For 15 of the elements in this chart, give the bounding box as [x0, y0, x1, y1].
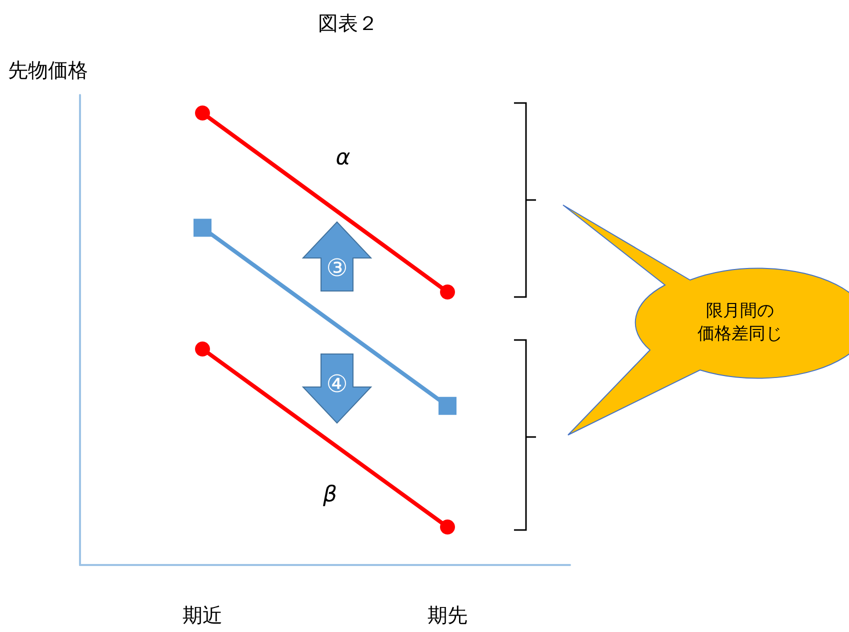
point — [195, 106, 210, 120]
x-tick-label: 期近 — [182, 603, 222, 627]
chart-title: 図表２ — [318, 11, 378, 35]
point — [195, 341, 210, 356]
annotation: β — [322, 482, 338, 508]
annotation: ③ — [326, 254, 348, 282]
x-tick-label: 期先 — [428, 603, 468, 627]
y-axis-title: 先物価格 — [8, 58, 88, 82]
annotation: α — [336, 146, 350, 170]
point — [438, 396, 456, 415]
point — [194, 218, 212, 237]
annotation: ④ — [326, 370, 348, 398]
point — [440, 520, 455, 535]
point — [440, 284, 455, 300]
text: 限月間の価格差同じ — [698, 300, 782, 345]
